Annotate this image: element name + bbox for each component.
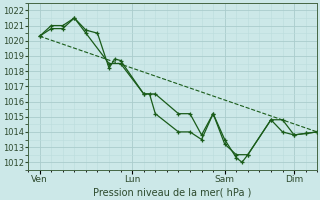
X-axis label: Pression niveau de la mer( hPa ): Pression niveau de la mer( hPa ) [93, 187, 252, 197]
